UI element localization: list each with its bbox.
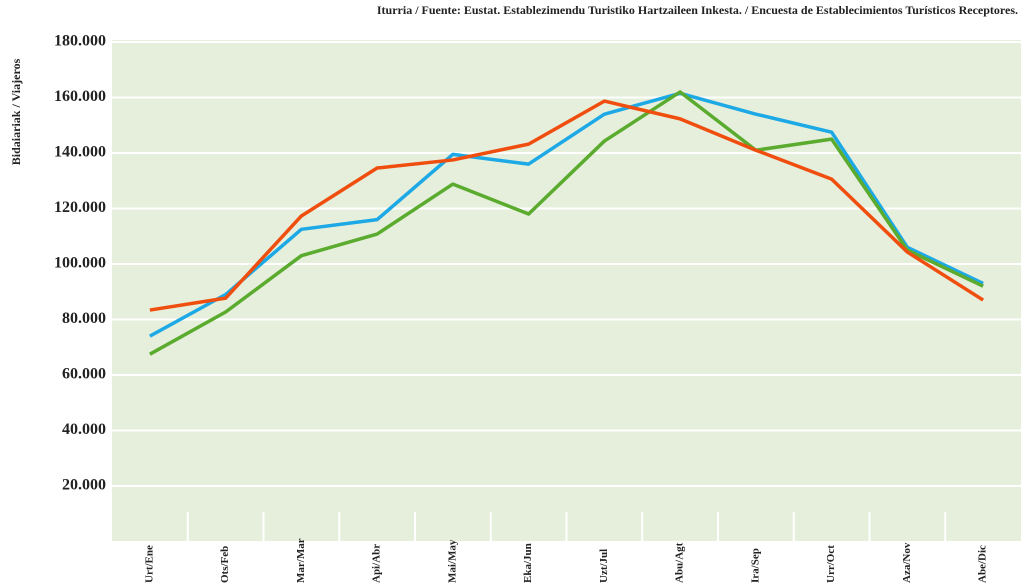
y-tick-label: 60.000 bbox=[62, 366, 106, 383]
y-tick-label: 100.000 bbox=[54, 255, 106, 272]
x-tick-label: Mai/May bbox=[446, 539, 458, 583]
x-tick-label: Urr/Oct bbox=[825, 545, 837, 583]
series-line bbox=[149, 99, 985, 312]
x-tick-label: Eka/Jun bbox=[522, 543, 534, 583]
plot-area bbox=[112, 40, 1021, 541]
y-tick-label: 140.000 bbox=[54, 144, 106, 161]
y-tick-label: 120.000 bbox=[54, 199, 106, 216]
y-tick-label: 160.000 bbox=[54, 88, 106, 105]
x-tick-label: Urt/Ene bbox=[143, 545, 155, 583]
x-tick-label: Abe/Dic bbox=[977, 545, 989, 583]
series-line bbox=[149, 91, 984, 338]
series-line bbox=[149, 90, 984, 356]
x-tick-label: Aza/Nov bbox=[901, 542, 913, 583]
x-tick-label: Api/Abr bbox=[371, 544, 383, 583]
y-tick-label: 40.000 bbox=[62, 421, 106, 438]
x-tick-label: Mar/Mar bbox=[295, 538, 307, 583]
x-tick-label: Abu/Agt bbox=[674, 542, 686, 583]
y-tick-label: 80.000 bbox=[62, 310, 106, 327]
source: Iturria / Fuente: Eustat. Establezimendu… bbox=[377, 3, 1018, 17]
y-axis-label: Bidaiariak / Viajeros bbox=[9, 58, 23, 165]
x-tick-label: Ots/Feb bbox=[219, 546, 231, 583]
x-tick-label: Ira/Sep bbox=[749, 548, 761, 583]
y-tick-label: 20.000 bbox=[62, 477, 106, 494]
y-tick-label: 180.000 bbox=[54, 33, 106, 50]
x-tick-label: Uzt/Jul bbox=[598, 549, 610, 583]
